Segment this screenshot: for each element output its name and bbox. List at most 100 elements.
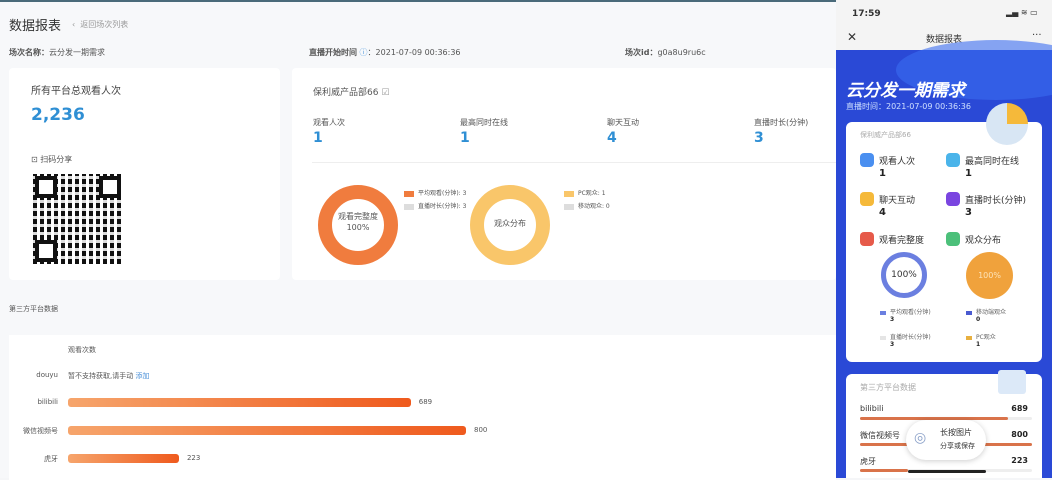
- platform-value: 800: [474, 426, 488, 434]
- total-card: 所有平台总观看人次 2,236 ⊡ 扫码分享: [9, 68, 280, 280]
- toast-subtitle: 分享或保存: [940, 442, 975, 450]
- legend-value: 0: [976, 316, 981, 323]
- room-name: 保利威产品部66: [313, 88, 379, 98]
- start-time-label: 直播开始时间: [309, 48, 357, 57]
- add-link[interactable]: 添加: [135, 372, 150, 380]
- platform-value: 689: [418, 398, 433, 406]
- home-indicator: [908, 470, 986, 473]
- stat-label: 观看人次: [313, 118, 345, 127]
- legend-swatch: [564, 190, 574, 197]
- platform-name: douyu: [36, 371, 58, 379]
- bar-chart-illustration-icon: [998, 370, 1026, 394]
- legend-item: PC观众: 1: [578, 190, 606, 197]
- mobile-preview: 17:59 ▂▄ ≋ ▭ ✕ 数据报表 ··· 云分发一期需求 直播时间：202…: [836, 0, 1052, 478]
- session-id-label: 场次id：: [625, 48, 658, 57]
- stat-value: 1: [460, 130, 470, 146]
- phone-bar-fill: [860, 469, 908, 472]
- session-name-label: 场次名称：: [9, 48, 49, 57]
- phone-room-name: 保利威产品部66: [860, 131, 911, 139]
- phone-stats-card: 保利威产品部66 观看人次 1 最高同时在线 1 聊天互动 4 直播时长(分钟)…: [846, 122, 1042, 362]
- platform-value: 223: [186, 454, 201, 462]
- thumb-icon: [860, 192, 874, 206]
- pie-illustration-icon: [986, 103, 1028, 145]
- phone-bar-track: [860, 417, 1032, 420]
- start-time: 2021-07-09 00:36:36: [375, 48, 461, 57]
- phone-platform-value: 689: [1011, 404, 1028, 413]
- third-party-card: 观看次数 douyu 暂不支持获取,请手动 添加 bilibili 689 微信视…: [9, 335, 836, 480]
- eye-icon: [946, 153, 960, 167]
- donut-center-label: 观众分布: [494, 219, 526, 228]
- phone-platform-value: 800: [1011, 430, 1028, 439]
- legend-value: 1: [976, 341, 981, 348]
- back-link[interactable]: ‹ 返回场次列表: [72, 19, 128, 30]
- legend-item: 移动观众: 0: [578, 203, 610, 210]
- total-value: 2,236: [31, 105, 85, 125]
- report-page: 数据报表 ‹ 返回场次列表 场次名称：云分发一期需求 直播开始时间 ⓘ：2021…: [0, 0, 836, 480]
- phone-bar-fill: [860, 417, 1009, 420]
- legend-swatch: [564, 203, 574, 210]
- divider: [312, 162, 836, 163]
- stat-label: 聊天互动: [879, 196, 916, 206]
- distribution-pie: 100%: [966, 252, 1013, 299]
- session-id: g0a8u9ru6c: [657, 48, 706, 57]
- edit-icon[interactable]: ☑: [381, 88, 390, 98]
- phone-title: 数据报表: [925, 35, 962, 45]
- stat-label: 聊天互动: [607, 118, 639, 127]
- room-card: 保利威产品部66 ☑ 观看人次 1 最高同时在线 1 聊天互动 4 直播时长(分…: [292, 68, 836, 280]
- distribution-label: 观众分布: [965, 236, 1002, 246]
- unsupported-message: 暂不支持获取,请手动: [68, 372, 134, 380]
- legend-swatch: [404, 190, 414, 197]
- legend-label: 直播时长(分钟): [890, 334, 931, 341]
- audience-icon: [946, 232, 960, 246]
- legend-value: 3: [890, 341, 895, 348]
- phone-platform-name: bilibili: [860, 404, 884, 413]
- stat-label: 直播时长(分钟): [754, 118, 809, 127]
- stat-value: 3: [965, 207, 972, 218]
- legend-item: 平均观看(分钟): 3: [418, 190, 467, 197]
- phone-platform-name: 虎牙: [860, 457, 876, 466]
- long-press-toast: ◎ 长按图片 分享或保存: [906, 420, 986, 460]
- close-icon[interactable]: ✕: [847, 30, 858, 44]
- stat-label: 观看人次: [879, 157, 916, 167]
- stat-value: 1: [879, 168, 886, 179]
- phone-platform-value: 223: [1011, 456, 1028, 465]
- completion-label: 观看完整度: [879, 236, 925, 246]
- qr-small-icon: ⊡: [31, 155, 38, 164]
- donut-center-pct: 100%: [346, 223, 370, 232]
- total-label: 所有平台总观看人次: [31, 86, 121, 97]
- legend-label: 平均观看(分钟): [890, 309, 931, 316]
- platform-name: 虎牙: [44, 455, 58, 463]
- third-party-title: 第三方平台数据: [9, 305, 58, 313]
- phone-third-title: 第三方平台数据: [860, 383, 916, 392]
- donut-center-label: 观看完整度: [338, 212, 378, 221]
- session-name: 云分发一期需求: [49, 48, 105, 57]
- stat-value: 4: [607, 130, 617, 146]
- play-icon: [860, 232, 874, 246]
- legend-label: 移动端观众: [976, 309, 1007, 316]
- back-label: 返回场次列表: [80, 20, 129, 29]
- page-title: 数据报表: [9, 19, 62, 34]
- stat-label: 直播时长(分钟): [965, 196, 1027, 206]
- stat-value: 1: [965, 168, 972, 179]
- platform-bar: [68, 454, 179, 463]
- stat-value: 3: [754, 130, 764, 146]
- column-header: 观看次数: [68, 346, 96, 354]
- chevron-left-icon: ‹: [72, 20, 76, 29]
- video-icon: [946, 192, 960, 206]
- legend-item: 直播时长(分钟): 3: [418, 203, 467, 210]
- more-icon[interactable]: ···: [1032, 30, 1042, 41]
- user-icon: [860, 153, 874, 167]
- stat-value: 4: [879, 207, 886, 218]
- status-icons: ▂▄ ≋ ▭: [1006, 8, 1038, 17]
- completion-donut: 100%: [881, 252, 927, 298]
- legend-value: 3: [890, 316, 895, 323]
- platform-name: 微信视频号: [23, 427, 58, 435]
- legend-label: PC观众: [976, 334, 996, 341]
- info-icon[interactable]: ⓘ: [359, 48, 368, 57]
- banner-time: 直播时间：2021-07-09 00:36:36: [846, 102, 971, 111]
- legend-swatch: [404, 203, 414, 210]
- sep: ：: [367, 48, 376, 57]
- stat-label: 最高同时在线: [460, 118, 508, 127]
- stat-label: 最高同时在线: [965, 157, 1020, 167]
- stat-value: 1: [313, 130, 323, 146]
